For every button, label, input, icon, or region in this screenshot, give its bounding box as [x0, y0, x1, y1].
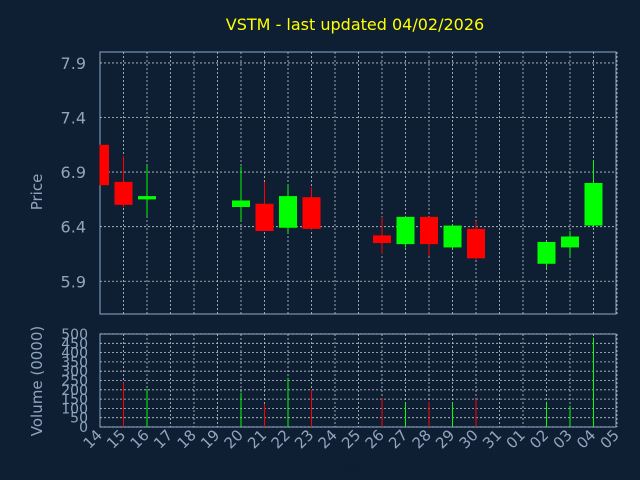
price-axis-label: Price [28, 174, 46, 211]
candle-body [100, 144, 109, 186]
candlestick-series [99, 144, 603, 269]
volume-tick-label: 50 [70, 411, 88, 427]
x-tick-label: 29 [432, 426, 458, 452]
x-tick-label: 17 [150, 426, 176, 452]
volume-tick-label: 500 [61, 327, 88, 343]
volume-axis-label: Volume (0000) [28, 326, 46, 436]
candle-body [443, 225, 462, 248]
volume-tick-label: 300 [61, 364, 88, 380]
x-tick-label: 02 [526, 426, 552, 452]
x-tick-label: 27 [385, 426, 411, 452]
x-tick-label: 30 [456, 426, 482, 452]
x-tick-label: 15 [103, 426, 129, 452]
price-tick-label: 7.4 [61, 109, 86, 128]
volume-tick-label: 0 [79, 420, 88, 436]
volume-tick-label: 250 [61, 374, 88, 390]
candle-body [584, 183, 603, 226]
x-axis-label: Day [333, 457, 363, 475]
candle-body [255, 203, 274, 232]
price-tick-label: 7.9 [61, 54, 86, 73]
x-tick-label: 20 [221, 426, 247, 452]
x-tick-label: 01 [503, 426, 529, 452]
candle-body [396, 216, 415, 245]
volume-tick-label: 400 [61, 346, 88, 362]
x-tick-label: 18 [174, 426, 200, 452]
volume-grid [100, 333, 618, 428]
candle-body [373, 235, 391, 244]
price-tick-label: 5.9 [61, 272, 86, 291]
x-tick-label: 05 [597, 426, 623, 452]
candle-body [114, 181, 133, 205]
x-tick-label: 21 [244, 426, 270, 452]
volume-tick-label: 150 [61, 392, 88, 408]
x-tick-label: 26 [362, 426, 388, 452]
volume-tick-label: 200 [61, 383, 88, 399]
candle-body [138, 196, 156, 200]
x-tick-label: 28 [409, 426, 435, 452]
volume-tick-label: 350 [61, 355, 88, 371]
x-tick-label: 22 [268, 426, 294, 452]
volume-tick-label: 450 [61, 336, 88, 352]
x-tick-label: 16 [127, 426, 153, 452]
candle-body [232, 200, 250, 208]
candle-body [279, 196, 297, 228]
x-tick-label: 31 [479, 426, 505, 452]
chart-title: VSTM - last updated 04/02/2026 [226, 15, 484, 34]
x-tick-label: 23 [291, 426, 317, 452]
price-plot-area [99, 51, 617, 315]
candle-body [302, 197, 321, 229]
x-tick-labels: 1415161718192021222324252627282930310102… [80, 426, 623, 452]
volume-tick-label: 100 [61, 401, 88, 417]
candle-body [467, 228, 485, 259]
x-tick-label: 24 [315, 426, 341, 452]
candle-body [537, 241, 556, 264]
volume-series [123, 337, 594, 427]
x-tick-label: 03 [550, 426, 576, 452]
candle-body [420, 216, 438, 245]
x-tick-label: 25 [338, 426, 364, 452]
price-tick-label: 6.4 [61, 218, 86, 237]
candle-body [561, 236, 579, 248]
price-tick-label: 6.9 [61, 163, 86, 182]
price-grid [100, 52, 618, 314]
price-y-tick-labels: 5.9 6.4 6.9 7.4 7.9 [61, 54, 86, 291]
x-tick-label: 04 [573, 426, 599, 452]
x-tick-label: 19 [197, 426, 223, 452]
